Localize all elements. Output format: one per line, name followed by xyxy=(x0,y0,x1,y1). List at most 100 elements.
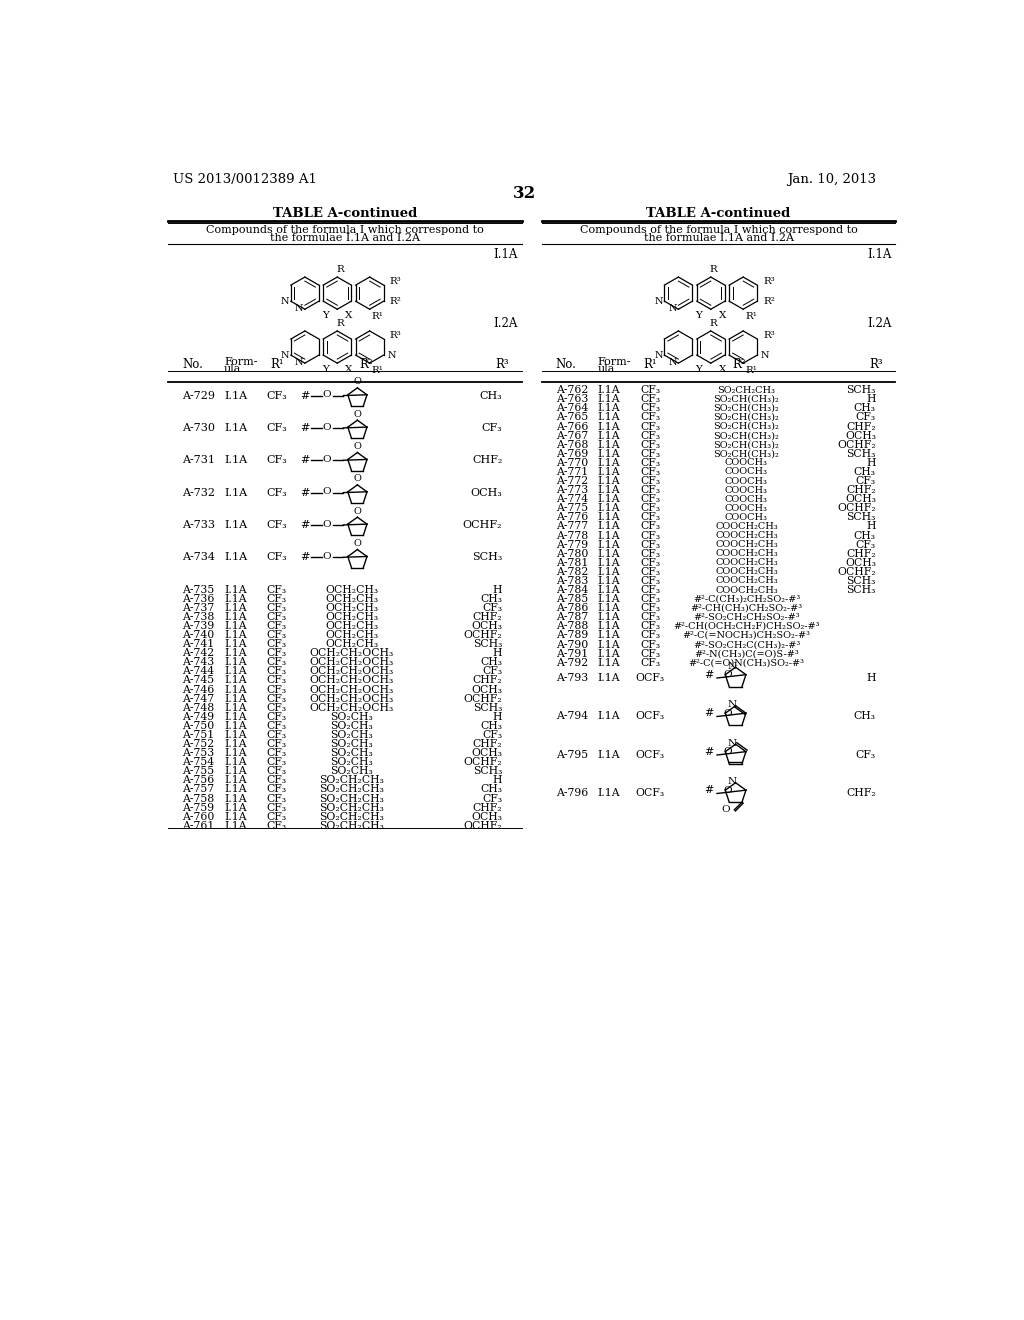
Text: I.1A: I.1A xyxy=(598,486,621,495)
Text: A-761: A-761 xyxy=(182,821,215,830)
Text: A-754: A-754 xyxy=(182,758,214,767)
Text: CF₃: CF₃ xyxy=(856,750,876,760)
Text: Y: Y xyxy=(322,366,329,375)
Text: I.1A: I.1A xyxy=(598,549,621,558)
Text: CF₃: CF₃ xyxy=(640,449,660,459)
Text: CF₃: CF₃ xyxy=(266,685,287,694)
Text: H: H xyxy=(493,585,503,594)
Text: #²-SO₂CH₂CH₂SO₂-#³: #²-SO₂CH₂CH₂SO₂-#³ xyxy=(693,612,800,622)
Text: N: N xyxy=(669,304,677,313)
Text: COOCH₂CH₃: COOCH₂CH₃ xyxy=(715,521,778,531)
Text: CF₃: CF₃ xyxy=(266,594,287,603)
Text: CF₃: CF₃ xyxy=(640,549,660,558)
Text: A-757: A-757 xyxy=(182,784,214,795)
Text: A-751: A-751 xyxy=(182,730,214,741)
Text: OCH₂CH₂OCH₃: OCH₂CH₂OCH₃ xyxy=(310,667,394,676)
Text: CF₃: CF₃ xyxy=(266,676,287,685)
Text: I.1A: I.1A xyxy=(224,422,247,433)
Text: I.1A: I.1A xyxy=(598,594,621,605)
Text: OCF₃: OCF₃ xyxy=(636,673,665,682)
Text: SO₂CH₃: SO₂CH₃ xyxy=(331,721,374,731)
Text: I.1A: I.1A xyxy=(224,784,247,795)
Text: CF₃: CF₃ xyxy=(482,793,503,804)
Text: OCHF₂: OCHF₂ xyxy=(464,821,503,830)
Text: A-752: A-752 xyxy=(182,739,214,748)
Text: CF₃: CF₃ xyxy=(266,639,287,649)
Text: I.1A: I.1A xyxy=(224,455,247,465)
Text: H: H xyxy=(866,673,876,682)
Text: #: # xyxy=(705,747,714,756)
Text: OCH₂CH₂OCH₃: OCH₂CH₂OCH₃ xyxy=(310,702,394,713)
Text: OCHF₂: OCHF₂ xyxy=(464,630,503,640)
Text: #²-C(CH₃)₂CH₂SO₂-#³: #²-C(CH₃)₂CH₂SO₂-#³ xyxy=(693,594,800,603)
Text: COOCH₃: COOCH₃ xyxy=(725,477,768,486)
Text: A-794: A-794 xyxy=(556,711,588,722)
Text: R¹: R¹ xyxy=(745,366,758,375)
Text: No.: No. xyxy=(182,358,203,371)
Text: 32: 32 xyxy=(513,185,537,202)
Text: CF₃: CF₃ xyxy=(640,404,660,413)
Text: CF₃: CF₃ xyxy=(266,552,287,562)
Text: #²-CH(CH₃)CH₂SO₂-#³: #²-CH(CH₃)CH₂SO₂-#³ xyxy=(690,603,803,612)
Text: N: N xyxy=(727,739,736,748)
Text: I.1A: I.1A xyxy=(224,552,247,562)
Text: I.1A: I.1A xyxy=(224,685,247,694)
Text: SO₂CH(CH₃)₂: SO₂CH(CH₃)₂ xyxy=(714,432,779,440)
Text: OCH₂CH₃: OCH₂CH₃ xyxy=(326,630,379,640)
Text: O: O xyxy=(323,422,332,432)
Text: R: R xyxy=(710,265,718,275)
Text: A-769: A-769 xyxy=(556,449,588,459)
Text: OCH₃: OCH₃ xyxy=(845,558,876,568)
Text: I.1A: I.1A xyxy=(224,721,247,731)
Text: N: N xyxy=(295,304,303,313)
Text: A-784: A-784 xyxy=(556,585,588,595)
Text: CF₃: CF₃ xyxy=(640,585,660,595)
Text: SCH₃: SCH₃ xyxy=(473,639,503,649)
Text: CF₃: CF₃ xyxy=(266,603,287,612)
Text: OCF₃: OCF₃ xyxy=(636,750,665,760)
Text: #²-N(CH₃)C(=O)S-#³: #²-N(CH₃)C(=O)S-#³ xyxy=(694,649,799,659)
Text: CH₃: CH₃ xyxy=(480,721,503,731)
Text: A-748: A-748 xyxy=(182,702,214,713)
Text: I.2A: I.2A xyxy=(867,317,891,330)
Text: O: O xyxy=(353,442,361,451)
Text: H: H xyxy=(493,711,503,722)
Text: R¹: R¹ xyxy=(270,358,284,371)
Text: CF₃: CF₃ xyxy=(266,775,287,785)
Text: OCH₂CH₂OCH₃: OCH₂CH₂OCH₃ xyxy=(310,657,394,668)
Text: A-746: A-746 xyxy=(182,685,214,694)
Text: CH₃: CH₃ xyxy=(479,391,503,400)
Text: CF₃: CF₃ xyxy=(640,622,660,631)
Text: CH₃: CH₃ xyxy=(480,657,503,668)
Text: I.1A: I.1A xyxy=(224,594,247,603)
Text: CF₃: CF₃ xyxy=(266,391,287,400)
Text: I.1A: I.1A xyxy=(224,793,247,804)
Text: Jan. 10, 2013: Jan. 10, 2013 xyxy=(787,173,877,186)
Text: CF₃: CF₃ xyxy=(266,784,287,795)
Text: N: N xyxy=(727,777,736,787)
Text: O: O xyxy=(723,709,732,718)
Text: I.1A: I.1A xyxy=(598,631,621,640)
Text: A-747: A-747 xyxy=(182,693,214,704)
Text: A-737: A-737 xyxy=(182,603,214,612)
Text: A-787: A-787 xyxy=(556,612,588,622)
Text: R¹: R¹ xyxy=(643,358,657,371)
Text: A-773: A-773 xyxy=(556,486,588,495)
Text: I.1A: I.1A xyxy=(598,648,621,659)
Text: SO₂CH(CH₃)₂: SO₂CH(CH₃)₂ xyxy=(714,404,779,413)
Text: CF₃: CF₃ xyxy=(266,758,287,767)
Text: TABLE A-continued: TABLE A-continued xyxy=(272,207,417,220)
Text: I.1A: I.1A xyxy=(598,467,621,477)
Text: R¹: R¹ xyxy=(372,312,384,321)
Text: A-735: A-735 xyxy=(182,585,214,594)
Text: I.1A: I.1A xyxy=(224,758,247,767)
Text: O: O xyxy=(723,671,732,680)
Text: OCH₂CH₃: OCH₂CH₃ xyxy=(326,603,379,612)
Text: N: N xyxy=(654,297,663,306)
Text: CF₃: CF₃ xyxy=(640,512,660,523)
Text: OCH₂CH₃: OCH₂CH₃ xyxy=(326,594,379,603)
Text: A-738: A-738 xyxy=(182,612,215,622)
Text: A-792: A-792 xyxy=(556,657,588,668)
Text: A-768: A-768 xyxy=(556,440,588,450)
Text: CF₃: CF₃ xyxy=(266,702,287,713)
